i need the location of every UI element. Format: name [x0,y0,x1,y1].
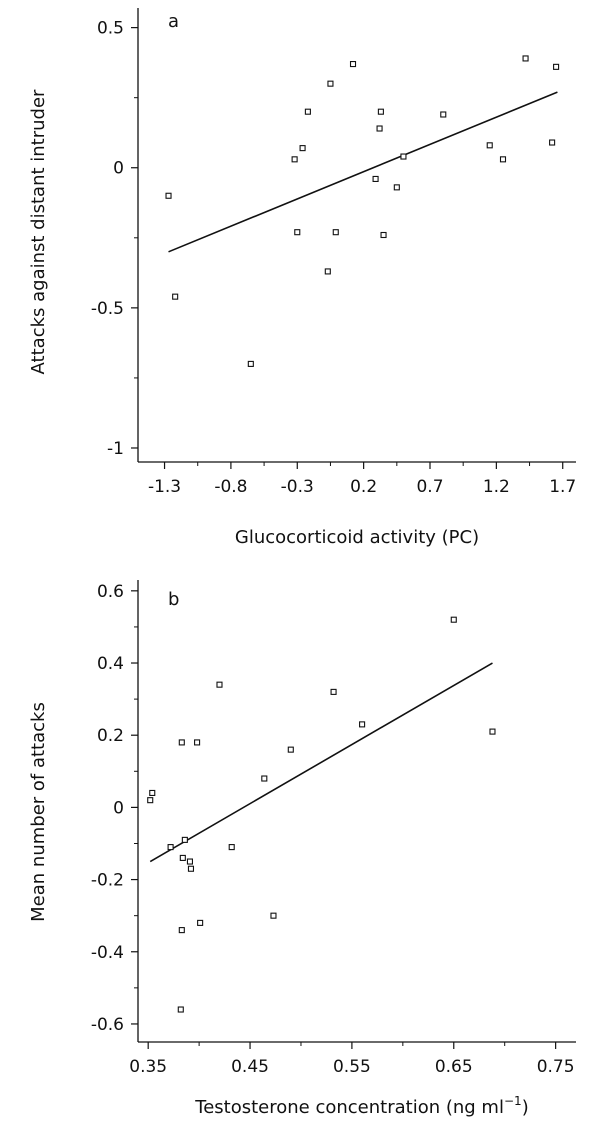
panel-a-data-point [372,175,379,183]
panel-a-regression-line [168,91,558,253]
panel-b-x-tick-label: 0.35 [129,1057,167,1077]
panel-a-x-tick-label: -1.3 [148,477,181,497]
panel-a-y-tick-label: -0.5 [91,299,124,319]
panel-a-data-point [522,55,529,62]
panel-b-y-tick-label: -0.6 [91,1015,124,1035]
panel-b-x-tick-label: 0.65 [435,1057,473,1077]
panel-a-x-tick-label: -0.3 [281,477,314,497]
panel-b-regression-line-group [149,662,493,863]
panel-a-x-tick-label: 1.7 [549,477,576,497]
panel-a-data-point [165,192,172,199]
panel-a-data-point [499,156,507,163]
panel-a-data-point [172,293,179,300]
panel-b-y-axis-title: Mean number of attacks [28,702,49,922]
panel-a-x-axis-title: Glucocorticoid activity (PC) [235,527,479,548]
panel-a-x-tick-label: 0.7 [416,477,443,497]
panel-b-x-axis-title-suffix: ) [522,1097,529,1118]
panel-a-regression-line-group [168,91,558,253]
panel-b-data-point [330,688,337,695]
panel-b-data-point [187,865,195,872]
panel-b-y-tick-label: -0.2 [91,871,124,891]
panel-b-data-point [186,858,193,865]
panel-b-y-tick-label: -0.4 [91,943,124,963]
panel-b-x-axis-title-superscript: −1 [504,1094,522,1108]
panel-a-data-point [549,139,556,146]
panel-b-regression-line [149,662,493,863]
panel-a-y-axis-title: Attacks against distant intruder [28,89,49,374]
panel-a-data-point [304,108,311,115]
panel-a-data-point [349,60,357,68]
panel-b-y-tick-label: 0.2 [97,726,124,746]
panel-b-data-point [489,728,496,735]
panel-a-data-point [299,145,306,152]
panel-b-x-tick-label: 0.75 [537,1057,575,1077]
panel-a-y-tick-label: 0.5 [97,19,124,39]
panel-a-points [165,55,560,367]
panel-b-data-point [359,721,366,728]
panel-b-scatter-plot: 0.35 0.45 0.55 0.65 0.75 0.6 0.4 0.2 0 -0.2 -0.4 -0… [28,580,576,1118]
panel-b-x-axis-title-main: Testosterone concentration (ng ml [194,1097,504,1118]
panel-b-data-point [197,919,204,926]
panel-b-data-point [228,844,235,851]
panel-b-data-point [177,1006,184,1013]
panel-a-x-tick-label: 1.2 [483,477,510,497]
panel-a-data-point [440,111,447,118]
panel-b-y-tick-label: 0 [113,798,124,818]
panel-a-data-point [553,63,560,70]
panel-a-data-point [486,142,493,149]
panel-b-data-point [450,616,457,623]
panel-b-data-point [181,836,188,843]
panel-a-x-tick-label: -0.8 [214,477,247,497]
panel-a-data-point [332,229,339,236]
panel-a-data-point [400,153,407,160]
panel-b-x-axis-title: Testosterone concentration (ng ml−1) [194,1094,528,1118]
panel-b-y-tick-label: 0.6 [97,582,124,602]
panel-a-data-point [327,80,334,87]
panel-a-x-tick-label: 0.2 [350,477,377,497]
panel-b-points [147,616,496,1013]
panel-a-data-point [380,231,387,239]
panel-b-data-point [216,681,223,688]
panel-a-letter: a [168,11,179,32]
panel-b-data-point [147,797,154,804]
panel-a-data-point [324,268,331,275]
panel-a-data-point [376,125,383,132]
panel-b-ticks: 0.35 0.45 0.55 0.65 0.75 0.6 0.4 0.2 0 -0.2 -0.4 -0… [91,582,575,1077]
panel-b-data-point [178,927,185,934]
panel-a-data-point [247,360,254,367]
panel-b-x-tick-label: 0.45 [231,1057,269,1077]
panel-a-y-tick-label: -1 [107,439,124,459]
panel-a-data-point [294,229,301,236]
panel-b-data-point [167,844,174,851]
panel-a-data-point [377,108,384,115]
panel-b-x-tick-label: 0.55 [333,1057,371,1077]
panel-b-data-point [287,746,294,753]
panel-a-y-tick-label: 0 [113,159,124,179]
panel-b-data-point [261,775,268,782]
panel-a-ticks: -1.3 -0.8 -0.3 0.2 0.7 1.2 1.7 0.5 0 -0.5 -1 [91,19,576,497]
panel-a-scatter-plot: -1.3 -0.8 -0.3 0.2 0.7 1.2 1.7 0.5 0 -0.5 -1 a Glu… [28,8,576,548]
panel-b-data-point [179,854,186,861]
panel-a-data-point [291,156,298,163]
panel-b-data-point [194,739,201,746]
panel-a-data-point [393,184,400,191]
panel-b-data-point [178,739,185,746]
panel-b-y-tick-label: 0.4 [97,654,124,674]
panel-b-data-point [270,912,277,919]
panel-b-letter: b [168,589,179,610]
panel-b-data-point [149,789,156,797]
